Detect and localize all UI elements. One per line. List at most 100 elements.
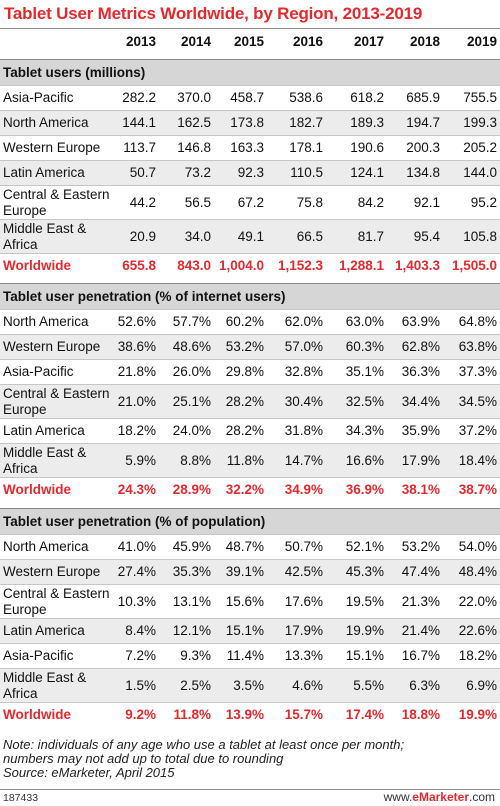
table-cell: 113.7 xyxy=(123,140,156,155)
table-cell: 21.3% xyxy=(401,594,440,609)
table-cell: 35.9% xyxy=(401,423,440,438)
row-label: Western Europe xyxy=(3,564,101,579)
row-label: Western Europe xyxy=(3,339,101,354)
table-cell: 1,288.1 xyxy=(338,258,384,273)
table-cell: 20.9 xyxy=(129,229,156,244)
table-cell: 11.4% xyxy=(226,648,264,663)
table-cell: 190.6 xyxy=(350,140,384,155)
brand-suffix: .com xyxy=(468,790,495,804)
table-cell: 54.0% xyxy=(458,539,497,554)
table-cell: 34.3% xyxy=(345,423,384,438)
table-cell: 200.3 xyxy=(406,140,440,155)
footer-rule xyxy=(0,789,500,790)
row-label: Central & Eastern Europe xyxy=(3,386,110,417)
table-cell: 36.9% xyxy=(345,482,384,497)
table-cell: 57.7% xyxy=(172,314,211,329)
table-cell: 282.2 xyxy=(122,90,156,105)
table-cell: 66.5 xyxy=(296,229,323,244)
table-cell: 144.1 xyxy=(122,115,156,130)
table-cell: 31.8% xyxy=(284,423,323,438)
table-cell: 21.4% xyxy=(401,623,440,638)
row-label: Worldwide xyxy=(3,482,72,497)
chart-id: 187433 xyxy=(3,792,39,804)
source-line: Source: eMarketer, April 2015 xyxy=(3,765,175,780)
table-cell: 843.0 xyxy=(177,258,211,273)
table-cell: 17.9% xyxy=(401,453,440,468)
table-cell: 52.6% xyxy=(117,314,156,329)
table-cell: 194.7 xyxy=(406,115,440,130)
table-cell: 6.3% xyxy=(409,678,440,693)
year-header-row: 2013 2014 2015 2016 2017 2018 2019 xyxy=(0,32,500,52)
table-cell: 41.0% xyxy=(117,539,156,554)
row-label: North America xyxy=(3,314,89,329)
table-cell: 1,004.0 xyxy=(218,258,264,273)
table-cell: 655.8 xyxy=(122,258,156,273)
table-cell: 24.3% xyxy=(117,482,156,497)
table-cell: 34.9% xyxy=(284,482,323,497)
chart-title: Tablet User Metrics Worldwide, by Region… xyxy=(4,4,423,23)
table-cell: 45.3% xyxy=(345,564,384,579)
row-label: Western Europe xyxy=(3,140,101,155)
table-cell: 92.1 xyxy=(413,195,440,210)
row-label: Latin America xyxy=(3,623,85,638)
table-cell: 1.5% xyxy=(125,678,156,693)
table-cell: 26.0% xyxy=(172,364,211,379)
table-cell: 14.7% xyxy=(284,453,323,468)
note-line: Note: individuals of any age who use a t… xyxy=(3,737,405,752)
table-cell: 173.8 xyxy=(230,115,264,130)
table-cell: 95.2 xyxy=(470,195,497,210)
note-line: numbers may not add up to total due to r… xyxy=(3,751,284,766)
table-cell: 7.2% xyxy=(125,648,156,663)
table-cell: 19.9% xyxy=(345,623,384,638)
table-row: Western Europe 38.6% 48.6% 53.2% 57.0% 60.3% 6… xyxy=(0,334,500,359)
table-row: Asia-Pacific 21.8% 26.0% 29.8% 32.8% 35.1% 36.… xyxy=(0,359,500,384)
table-section: Tablet users (millions) Asia-Pacific 282.2… xyxy=(0,59,500,278)
table-cell: 10.3% xyxy=(117,594,156,609)
table-cell: 34.5% xyxy=(458,394,497,409)
table-cell: 8.4% xyxy=(125,623,156,638)
table-cell: 24.0% xyxy=(172,423,211,438)
year-header: 2015 xyxy=(233,34,264,49)
table-cell: 32.2% xyxy=(225,482,264,497)
table-cell: 38.6% xyxy=(117,339,156,354)
table-cell: 15.1% xyxy=(225,623,264,638)
table-row: Latin America 18.2% 24.0% 28.2% 31.8% 34.3% 35… xyxy=(0,418,500,443)
table-cell: 38.7% xyxy=(458,482,497,497)
brand-logo: www.eMarketer.com xyxy=(384,790,495,804)
table-cell: 16.6% xyxy=(345,453,384,468)
table-cell: 30.4% xyxy=(284,394,323,409)
table-cell: 64.8% xyxy=(458,314,497,329)
table-cell: 49.1 xyxy=(237,229,264,244)
table-cell: 9.3% xyxy=(180,648,211,663)
table-cell: 48.4% xyxy=(458,564,497,579)
table-cell: 18.4% xyxy=(458,453,497,468)
brand-name: eMarketer xyxy=(412,790,469,804)
table-cell: 105.8 xyxy=(463,229,497,244)
table-row: Western Europe 113.7 146.8 163.3 178.1 190.6 2… xyxy=(0,135,500,160)
table-cell: 17.6% xyxy=(284,594,323,609)
table-cell: 28.2% xyxy=(225,423,264,438)
table-cell: 37.2% xyxy=(458,423,497,438)
table-cell: 18.2% xyxy=(117,423,156,438)
table-cell: 73.2 xyxy=(184,165,211,180)
table-cell: 1,505.0 xyxy=(451,258,497,273)
year-header: 2019 xyxy=(466,34,497,49)
table-cell: 205.2 xyxy=(463,140,497,155)
table-cell: 124.1 xyxy=(350,165,384,180)
table-cell: 63.0% xyxy=(345,314,384,329)
table-cell: 1,152.3 xyxy=(277,258,323,273)
table-row: Central & Eastern Europe 21.0% 25.1% 28.2% 3… xyxy=(0,384,500,418)
table-cell: 11.8% xyxy=(226,453,264,468)
row-label: Central & Eastern Europe xyxy=(3,187,110,218)
table-cell: 75.8 xyxy=(296,195,323,210)
table-cell: 92.3 xyxy=(237,165,264,180)
table-cell: 63.8% xyxy=(458,339,497,354)
row-label: North America xyxy=(3,115,89,130)
row-label: Middle East & Africa xyxy=(3,445,87,476)
table-cell: 36.3% xyxy=(401,364,440,379)
table-cell: 42.5% xyxy=(284,564,323,579)
table-cell: 62.0% xyxy=(284,314,323,329)
table-cell: 63.9% xyxy=(401,314,440,329)
table-cell: 38.1% xyxy=(401,482,440,497)
table-cell: 15.1% xyxy=(345,648,384,663)
